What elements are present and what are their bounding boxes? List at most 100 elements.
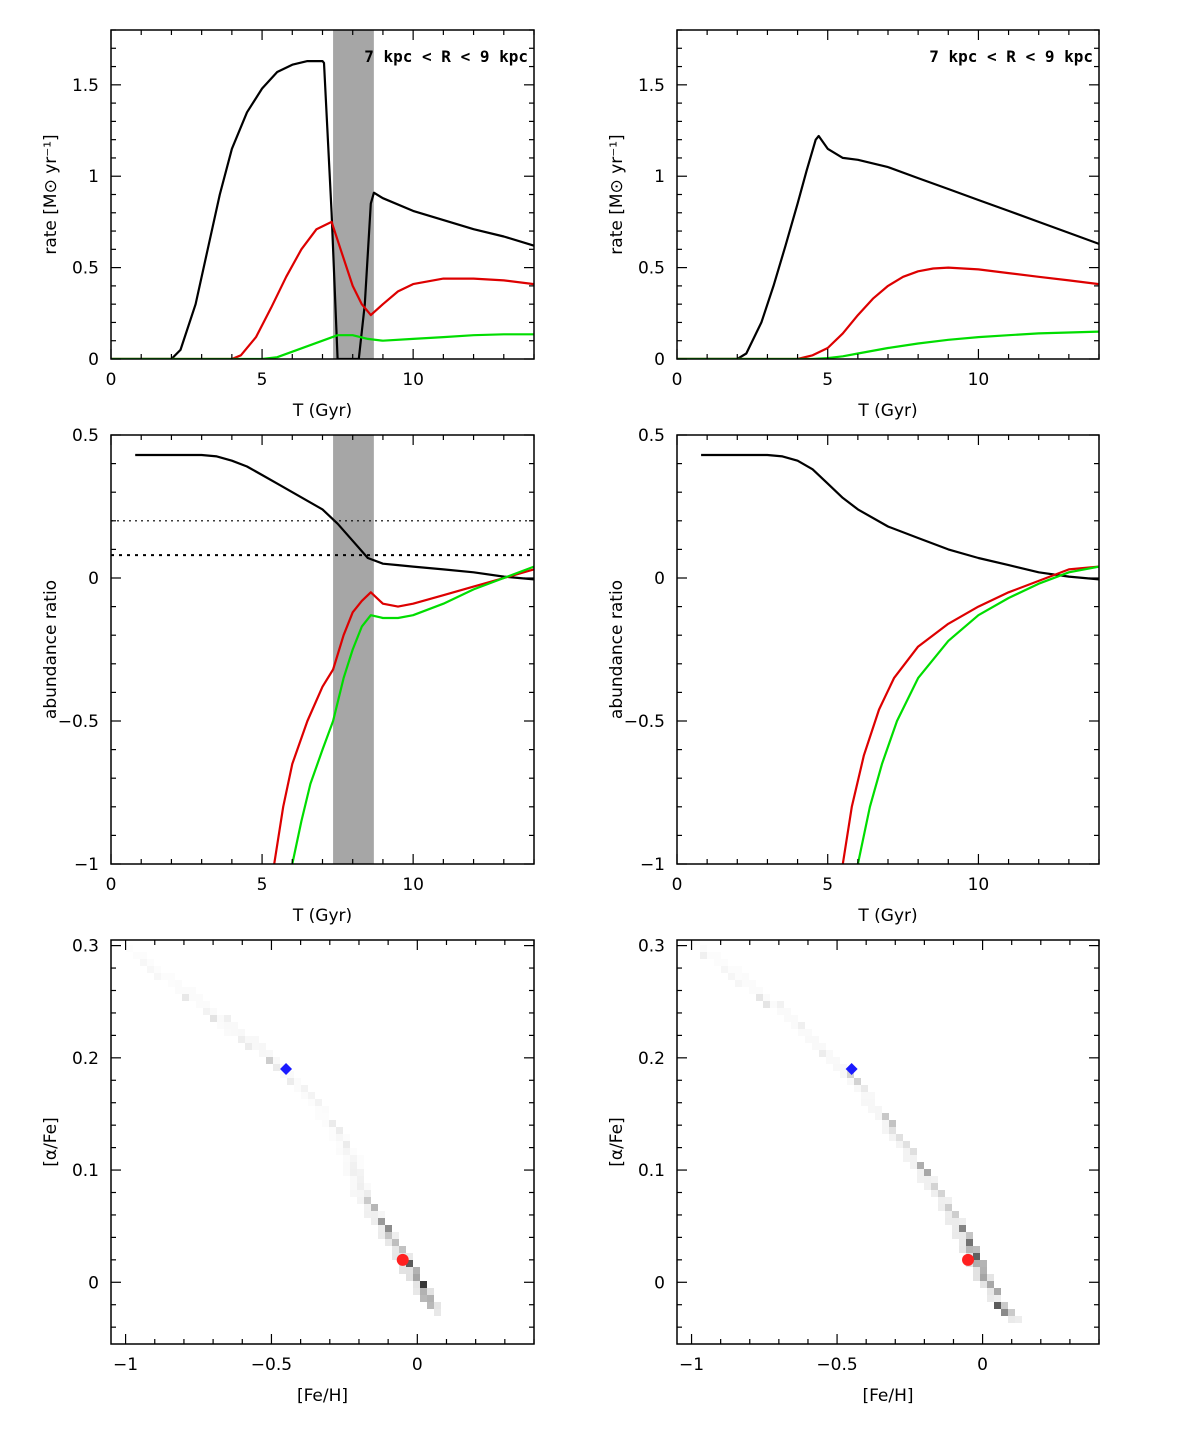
density-cell	[889, 1127, 896, 1134]
density-cell	[756, 987, 763, 994]
density-cell	[819, 1043, 826, 1050]
plot-area	[119, 940, 441, 1316]
panel-rate_left: 0 5 10 0 0.5 1 1.5 T (Gyr) rate [M⊙ yr⁻¹] 7 kpc <…	[41, 29, 535, 421]
point-circle	[962, 1253, 975, 1266]
density-cell	[861, 1092, 868, 1099]
density-cell	[987, 1281, 994, 1288]
point-diamond	[280, 1063, 293, 1076]
density-cell	[742, 980, 749, 987]
density-cell	[392, 1253, 399, 1260]
density-cell	[959, 1232, 966, 1239]
y-axis-label: abundance ratio	[607, 580, 627, 719]
density-cell	[224, 1029, 231, 1036]
density-cell	[882, 1127, 889, 1134]
density-cell	[896, 1141, 903, 1148]
density-cell	[917, 1162, 924, 1169]
density-cell	[924, 1183, 931, 1190]
density-cell	[826, 1050, 833, 1057]
density-cell	[952, 1218, 959, 1225]
density-cell	[301, 1085, 308, 1092]
y-tick-label: 1	[654, 167, 665, 187]
density-cell	[833, 1057, 840, 1064]
density-cell	[140, 959, 147, 966]
density-cell	[399, 1246, 406, 1253]
density-cell	[245, 1043, 252, 1050]
y-tick-label: 0.5	[638, 259, 665, 279]
density-cell	[238, 1036, 245, 1043]
density-cell	[168, 973, 175, 980]
plot-frame	[110, 939, 535, 1345]
density-cell	[413, 1288, 420, 1295]
y-tick-label: −1	[74, 855, 99, 875]
density-cell	[707, 952, 714, 959]
density-cell	[714, 959, 721, 966]
series-line-2	[111, 333, 534, 359]
density-cell	[945, 1211, 952, 1218]
density-cell	[140, 952, 147, 959]
density-cell	[700, 952, 707, 959]
density-cell	[994, 1302, 1001, 1309]
density-cell	[427, 1295, 434, 1302]
series-line-1	[841, 565, 1099, 864]
density-cell	[161, 973, 168, 980]
density-cell	[287, 1071, 294, 1078]
density-cell	[917, 1169, 924, 1176]
panel-rate_right: 0 5 10 0 0.5 1 1.5 T (Gyr) rate [M⊙ yr⁻¹] 7 kpc <…	[607, 29, 1100, 421]
density-cell	[182, 987, 189, 994]
density-cell	[301, 1092, 308, 1099]
density-cell	[231, 1022, 238, 1029]
density-cell	[798, 1022, 805, 1029]
density-cell	[266, 1050, 273, 1057]
density-cell	[322, 1106, 329, 1113]
x-tick-label: 10	[402, 370, 424, 390]
density-cell	[322, 1120, 329, 1127]
y-tick-label: 0	[654, 350, 665, 370]
density-cell	[336, 1148, 343, 1155]
y-tick-label: 0.1	[638, 1161, 665, 1181]
density-cell	[406, 1274, 413, 1281]
density-cell	[840, 1071, 847, 1078]
x-tick-label: −1	[679, 1355, 704, 1375]
density-cell	[854, 1078, 861, 1085]
density-cell	[994, 1295, 1001, 1302]
density-cell	[413, 1281, 420, 1288]
plot-area	[111, 435, 534, 864]
x-axis-label: T (Gyr)	[292, 401, 352, 421]
density-cell	[826, 1057, 833, 1064]
density-cell	[931, 1190, 938, 1197]
density-cell	[987, 1288, 994, 1295]
density-cell	[763, 1001, 770, 1008]
density-cell	[952, 1232, 959, 1239]
density-cell	[203, 1008, 210, 1015]
plot-frame	[676, 29, 1100, 360]
density-cell	[861, 1085, 868, 1092]
density-cell	[182, 994, 189, 1001]
panel-afe_left: −1 −0.5 0 0 0.1 0.2 0.3 [Fe/H] [α/Fe]	[41, 937, 535, 1406]
density-cell	[973, 1260, 980, 1267]
density-cell	[987, 1274, 994, 1281]
point-circle	[396, 1253, 409, 1266]
region-annotation: 7 kpc < R < 9 kpc	[364, 47, 528, 66]
density-cell	[147, 966, 154, 973]
density-cell	[413, 1274, 420, 1281]
x-tick-label: 0	[106, 875, 117, 895]
density-cell	[721, 966, 728, 973]
series-line-0	[111, 60, 534, 359]
density-cell	[735, 973, 742, 980]
density-cell	[945, 1197, 952, 1204]
density-cell	[973, 1267, 980, 1274]
density-cell	[413, 1267, 420, 1274]
density-cell	[868, 1099, 875, 1106]
density-cell	[903, 1148, 910, 1155]
density-cell	[378, 1232, 385, 1239]
x-tick-label: 5	[822, 370, 833, 390]
panel-abund_right: 0 5 10 −1 −0.5 0 0.5 T (Gyr) abundance ratio	[607, 426, 1100, 926]
density-cell	[350, 1155, 357, 1162]
density-cell	[777, 1001, 784, 1008]
density-cell	[259, 1050, 266, 1057]
density-cell	[196, 1001, 203, 1008]
density-cell	[917, 1176, 924, 1183]
density-cell	[931, 1183, 938, 1190]
density-cell	[336, 1134, 343, 1141]
density-cell	[210, 1015, 217, 1022]
